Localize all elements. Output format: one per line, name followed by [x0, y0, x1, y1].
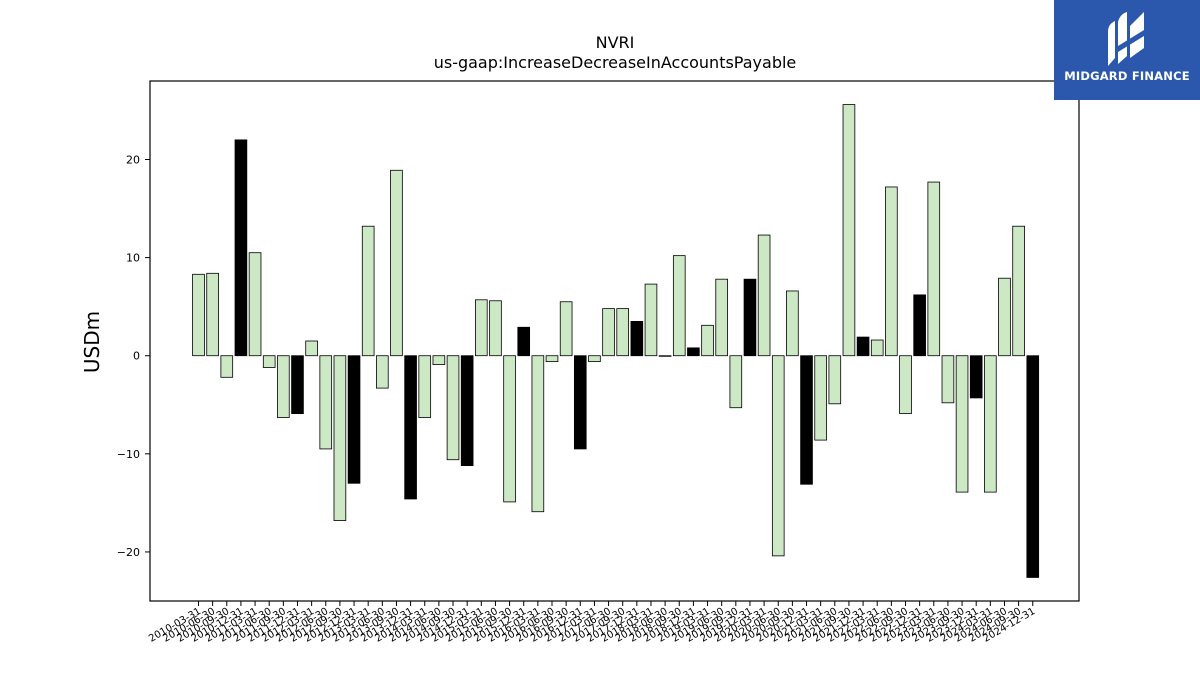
bar-2011-09-30 [277, 355, 290, 418]
brand-name: MIDGARD FINANCE [1064, 69, 1190, 83]
bar-2012-06-30 [319, 355, 333, 450]
bar-2018-09-30 [672, 255, 686, 357]
bar-2024-06-30 [998, 277, 1011, 357]
bar-2016-06-30 [545, 355, 559, 363]
bar-2013-06-30 [376, 355, 389, 389]
bar-2020-03-31 [757, 234, 771, 357]
brand-logo: MIDGARD FINANCE [1054, 0, 1200, 100]
bar-2011-06-30 [262, 355, 276, 368]
bar-2021-09-30 [842, 104, 856, 357]
chart-title: NVRI [596, 33, 635, 52]
bar-2012-03-31 [305, 340, 318, 357]
bar-2014-03-31 [418, 355, 432, 418]
bar-2018-06-30 [658, 355, 672, 357]
bar-2022-03-31 [870, 339, 884, 357]
bar-2024-12-31 [1026, 355, 1040, 578]
bar-2023-06-30 [941, 355, 955, 404]
y-tick-label: −10 [117, 448, 140, 461]
bar-2018-03-31 [644, 283, 658, 357]
bar-2017-03-31 [588, 355, 601, 363]
bar-2019-03-31 [701, 324, 714, 357]
bar-2016-12-31 [573, 355, 587, 450]
bar-2016-03-31 [531, 355, 545, 513]
bar-2021-12-31 [856, 336, 870, 357]
bar-2013-09-30 [390, 169, 403, 357]
bar-2013-12-31 [404, 355, 417, 500]
bar-2010-06-30 [206, 272, 219, 357]
y-tick-label: −20 [117, 546, 140, 559]
bar-2021-06-30 [828, 355, 842, 405]
bar-2019-12-31 [743, 278, 757, 357]
bar-2023-03-31 [927, 181, 941, 357]
bar-2023-12-31 [969, 355, 983, 399]
y-axis-label: USDm [80, 311, 104, 373]
y-tick-label: 10 [126, 252, 140, 265]
bar-2017-12-31 [630, 320, 644, 357]
bar-2014-12-31 [460, 355, 474, 467]
bar-2011-03-31 [248, 252, 262, 357]
plot-frame [149, 80, 1080, 602]
midgard-logo-icon [1108, 12, 1144, 66]
bar-2022-09-30 [899, 355, 912, 415]
bar-2014-06-30 [432, 355, 446, 365]
bar-2013-03-31 [361, 225, 375, 357]
bar-2016-09-30 [559, 301, 573, 357]
bar-2020-06-30 [771, 355, 785, 557]
y-tick-label: 20 [126, 153, 140, 166]
bar-2012-12-31 [347, 355, 361, 484]
bar-2021-03-31 [814, 355, 827, 441]
bar-2024-09-30 [1012, 225, 1025, 357]
bar-2010-12-31 [234, 139, 248, 357]
bar-2017-09-30 [616, 308, 629, 357]
bar-2020-09-30 [786, 290, 799, 357]
bar-2010-09-30 [220, 355, 234, 378]
bar-2018-12-31 [687, 347, 700, 357]
bar-2022-12-31 [913, 294, 926, 357]
bar-2019-06-30 [715, 278, 728, 357]
bar-2020-12-31 [800, 355, 813, 485]
bar-2012-09-30 [333, 355, 347, 521]
bar-2011-12-31 [291, 355, 304, 415]
bar-2015-06-30 [489, 300, 502, 357]
y-tick-label: 0 [133, 350, 140, 363]
bar-2019-09-30 [729, 355, 743, 409]
bar-2024-03-31 [984, 355, 997, 493]
bar-2015-03-31 [474, 299, 488, 357]
bar-2010-03-31 [192, 273, 205, 357]
bar-2015-09-30 [503, 355, 516, 503]
bar-2022-06-30 [885, 186, 898, 357]
chart-subtitle: us-gaap:IncreaseDecreaseInAccountsPayabl… [434, 53, 797, 72]
bar-2023-09-30 [955, 355, 969, 493]
bar-2017-06-30 [602, 308, 615, 357]
bar-2015-12-31 [517, 326, 531, 357]
bar-2014-09-30 [446, 355, 460, 461]
